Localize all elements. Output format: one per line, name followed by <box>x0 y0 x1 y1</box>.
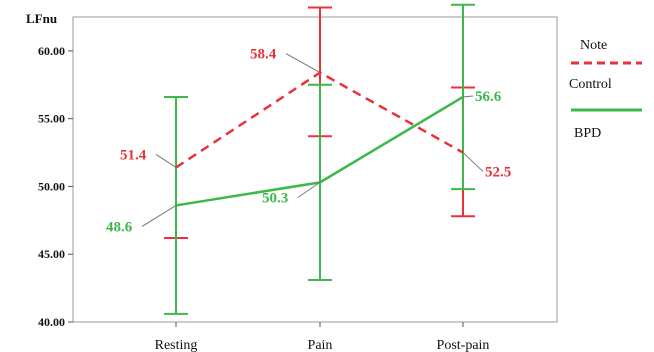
data-label-bpd: 56.6 <box>475 89 502 105</box>
data-label-control: 58.4 <box>250 47 277 63</box>
leader-line <box>462 95 474 98</box>
x-tick-label: Resting <box>155 338 198 352</box>
y-tick-label: 55.00 <box>38 112 65 126</box>
leader-line <box>155 154 177 168</box>
y-tick-label: 40.00 <box>38 315 65 329</box>
legend-label-bpd: BPD <box>574 126 601 141</box>
data-label-bpd: 48.6 <box>106 219 133 235</box>
x-tick-label: Pain <box>308 338 333 352</box>
axes: 40.00 45.00 50.00 55.00 60.00 Resting Pain Post… <box>26 11 558 352</box>
leader-line <box>141 204 177 227</box>
label-leaders <box>141 53 484 227</box>
plot-frame <box>72 16 558 323</box>
legend: Note Control BPD <box>569 38 642 141</box>
data-label-control: 51.4 <box>120 147 147 163</box>
data-label-control: 52.5 <box>485 165 511 181</box>
y-tick-label: 50.00 <box>38 179 65 193</box>
data-labels: 51.4 58.4 52.5 48.6 50.3 56.6 <box>106 47 511 236</box>
leader-line <box>462 152 484 172</box>
legend-title: Note <box>580 38 607 53</box>
error-bars <box>164 3 475 315</box>
y-tick-label: 45.00 <box>38 247 65 261</box>
y-tick-label: 60.00 <box>38 44 65 58</box>
data-label-bpd: 50.3 <box>262 190 288 206</box>
y-axis-label: LFnu <box>26 11 57 26</box>
legend-label-control: Control <box>569 77 612 92</box>
leader-line <box>297 181 321 198</box>
x-tick-label: Post-pain <box>437 338 490 352</box>
leader-line <box>285 53 321 74</box>
